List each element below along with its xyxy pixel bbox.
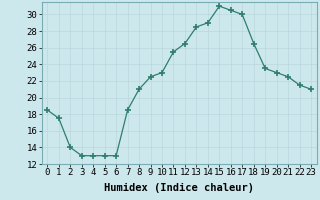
X-axis label: Humidex (Indice chaleur): Humidex (Indice chaleur): [104, 183, 254, 193]
